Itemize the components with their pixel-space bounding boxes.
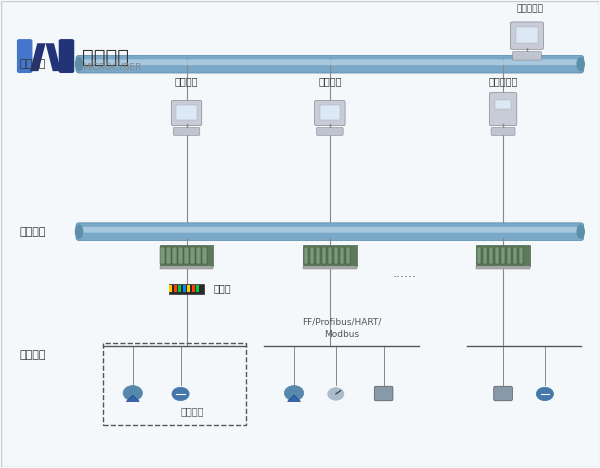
Polygon shape bbox=[127, 395, 139, 402]
FancyBboxPatch shape bbox=[196, 285, 199, 292]
FancyBboxPatch shape bbox=[512, 51, 541, 60]
Circle shape bbox=[172, 387, 189, 401]
Text: 数据服务器: 数据服务器 bbox=[488, 76, 518, 86]
FancyBboxPatch shape bbox=[183, 285, 186, 292]
Text: ......: ...... bbox=[392, 267, 416, 280]
FancyBboxPatch shape bbox=[202, 247, 207, 264]
FancyBboxPatch shape bbox=[494, 386, 512, 401]
FancyBboxPatch shape bbox=[191, 285, 195, 292]
FancyBboxPatch shape bbox=[483, 247, 487, 264]
FancyBboxPatch shape bbox=[340, 247, 344, 264]
FancyBboxPatch shape bbox=[184, 247, 189, 264]
FancyBboxPatch shape bbox=[328, 247, 332, 264]
Ellipse shape bbox=[577, 58, 584, 71]
FancyBboxPatch shape bbox=[196, 247, 201, 264]
FancyBboxPatch shape bbox=[490, 93, 517, 125]
FancyBboxPatch shape bbox=[494, 100, 511, 109]
FancyBboxPatch shape bbox=[178, 247, 183, 264]
FancyBboxPatch shape bbox=[476, 245, 530, 266]
FancyBboxPatch shape bbox=[511, 22, 544, 49]
Circle shape bbox=[284, 386, 304, 401]
FancyBboxPatch shape bbox=[334, 247, 338, 264]
Text: FF/Profibus/HART/
Modbus: FF/Profibus/HART/ Modbus bbox=[302, 318, 382, 339]
FancyBboxPatch shape bbox=[507, 247, 511, 264]
Ellipse shape bbox=[577, 225, 584, 238]
FancyBboxPatch shape bbox=[314, 101, 345, 125]
FancyBboxPatch shape bbox=[316, 247, 320, 264]
Text: 控制网络: 控制网络 bbox=[19, 227, 46, 237]
FancyBboxPatch shape bbox=[346, 247, 350, 264]
FancyBboxPatch shape bbox=[76, 55, 584, 73]
FancyBboxPatch shape bbox=[81, 227, 579, 233]
Text: 操作员站: 操作员站 bbox=[318, 76, 341, 86]
Text: 危险区域: 危险区域 bbox=[181, 406, 204, 416]
FancyBboxPatch shape bbox=[178, 285, 181, 292]
FancyBboxPatch shape bbox=[160, 245, 214, 266]
FancyBboxPatch shape bbox=[169, 285, 172, 292]
Circle shape bbox=[536, 387, 553, 401]
FancyBboxPatch shape bbox=[176, 105, 197, 120]
Ellipse shape bbox=[76, 225, 83, 238]
FancyBboxPatch shape bbox=[304, 247, 308, 264]
FancyBboxPatch shape bbox=[59, 39, 74, 73]
FancyBboxPatch shape bbox=[81, 59, 579, 65]
FancyBboxPatch shape bbox=[169, 284, 205, 294]
Circle shape bbox=[328, 388, 344, 400]
FancyBboxPatch shape bbox=[160, 247, 165, 264]
FancyBboxPatch shape bbox=[76, 223, 584, 241]
Polygon shape bbox=[287, 395, 301, 402]
Text: MICROCYBER: MICROCYBER bbox=[82, 63, 142, 72]
FancyBboxPatch shape bbox=[513, 247, 517, 264]
Text: 安全栅: 安全栅 bbox=[214, 284, 231, 293]
FancyBboxPatch shape bbox=[187, 285, 190, 292]
Text: 管理计算机: 管理计算机 bbox=[517, 4, 544, 13]
FancyBboxPatch shape bbox=[17, 39, 32, 73]
FancyBboxPatch shape bbox=[489, 247, 493, 264]
FancyBboxPatch shape bbox=[477, 247, 481, 264]
FancyBboxPatch shape bbox=[303, 266, 357, 269]
FancyBboxPatch shape bbox=[516, 27, 538, 43]
FancyBboxPatch shape bbox=[303, 245, 357, 266]
Text: 工程师站: 工程师站 bbox=[175, 76, 198, 86]
Polygon shape bbox=[46, 43, 61, 71]
FancyBboxPatch shape bbox=[190, 247, 195, 264]
FancyBboxPatch shape bbox=[519, 247, 523, 264]
FancyBboxPatch shape bbox=[322, 247, 326, 264]
FancyBboxPatch shape bbox=[317, 127, 343, 135]
FancyBboxPatch shape bbox=[171, 101, 202, 125]
FancyBboxPatch shape bbox=[173, 127, 200, 135]
FancyBboxPatch shape bbox=[374, 386, 393, 401]
FancyBboxPatch shape bbox=[495, 247, 499, 264]
Circle shape bbox=[123, 386, 142, 401]
FancyBboxPatch shape bbox=[166, 247, 171, 264]
FancyBboxPatch shape bbox=[174, 285, 177, 292]
Text: 现场网络: 现场网络 bbox=[19, 350, 46, 360]
FancyBboxPatch shape bbox=[491, 127, 515, 135]
Polygon shape bbox=[30, 43, 46, 71]
Ellipse shape bbox=[76, 58, 83, 71]
FancyBboxPatch shape bbox=[501, 247, 505, 264]
FancyBboxPatch shape bbox=[476, 266, 530, 269]
FancyBboxPatch shape bbox=[160, 266, 214, 269]
FancyBboxPatch shape bbox=[172, 247, 177, 264]
FancyBboxPatch shape bbox=[320, 105, 340, 120]
Text: 管理网络: 管理网络 bbox=[19, 59, 46, 69]
FancyBboxPatch shape bbox=[310, 247, 314, 264]
Text: 中科博微: 中科博微 bbox=[82, 48, 129, 67]
